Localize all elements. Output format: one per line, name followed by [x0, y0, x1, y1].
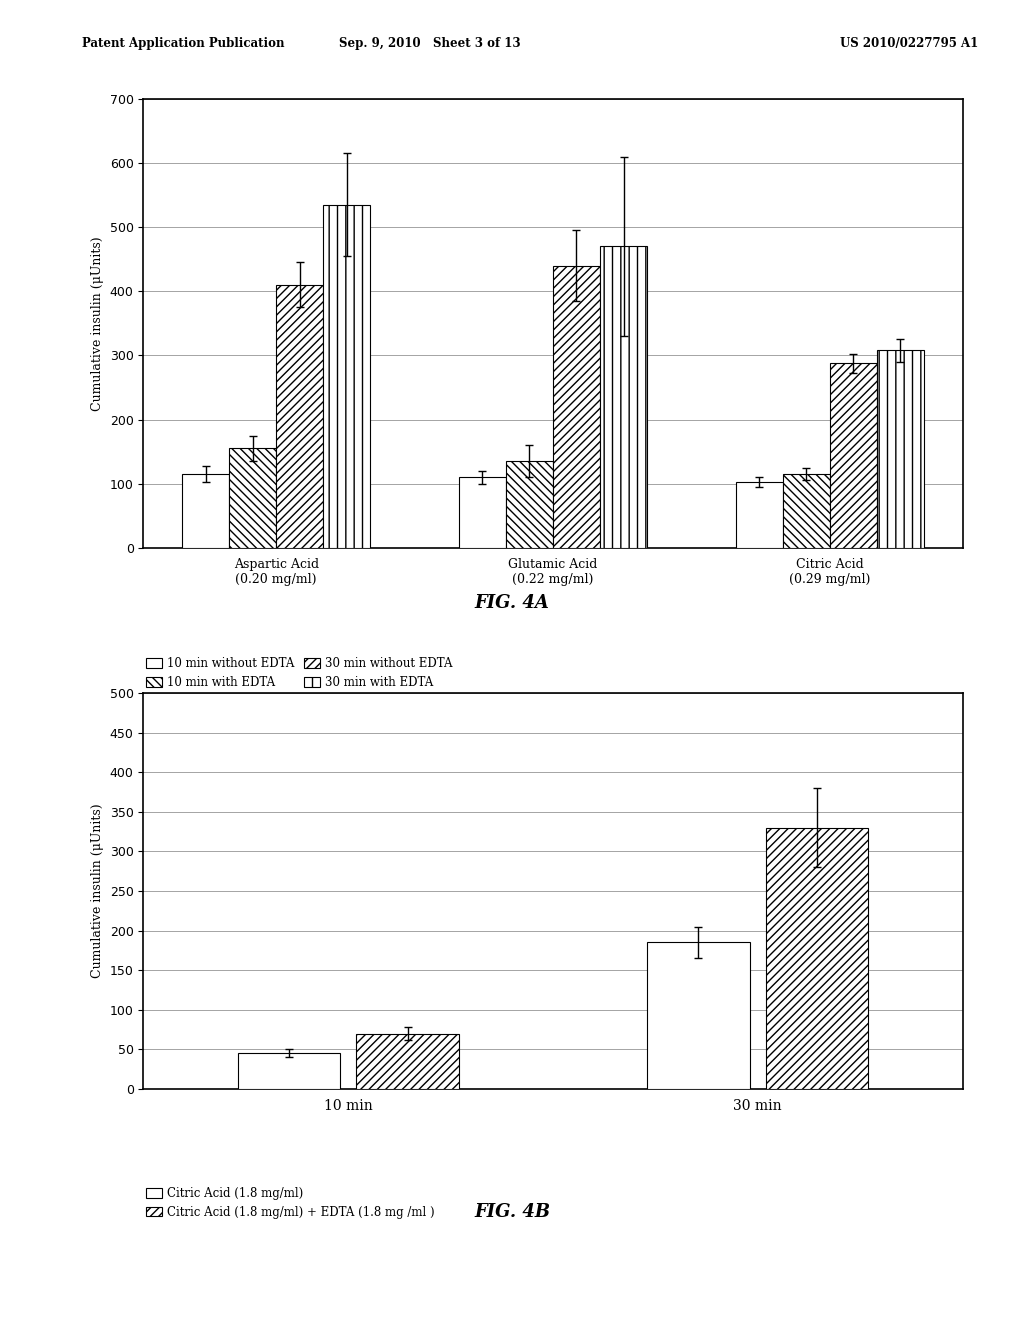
Bar	[766, 828, 868, 1089]
Text: Sep. 9, 2010   Sheet 3 of 13: Sep. 9, 2010 Sheet 3 of 13	[339, 37, 521, 50]
Bar	[735, 482, 782, 548]
Bar	[877, 350, 924, 548]
Bar	[182, 474, 229, 548]
Bar	[647, 942, 750, 1089]
Bar	[324, 205, 371, 548]
Text: FIG. 4A: FIG. 4A	[474, 594, 550, 612]
Bar	[229, 449, 276, 548]
Text: US 2010/0227795 A1: US 2010/0227795 A1	[840, 37, 978, 50]
Legend: 10 min without EDTA, 10 min with EDTA, 30 min without EDTA, 30 min with EDTA: 10 min without EDTA, 10 min with EDTA, 3…	[141, 652, 458, 694]
Bar	[238, 1053, 340, 1089]
Bar	[600, 247, 647, 548]
Bar	[459, 478, 506, 548]
Text: Patent Application Publication: Patent Application Publication	[82, 37, 285, 50]
Bar	[782, 474, 829, 548]
Y-axis label: Cumulative insulin (μUnits): Cumulative insulin (μUnits)	[91, 804, 104, 978]
Bar	[276, 285, 324, 548]
Bar	[356, 1034, 459, 1089]
Legend: Citric Acid (1.8 mg/ml), Citric Acid (1.8 mg/ml) + EDTA (1.8 mg /ml ): Citric Acid (1.8 mg/ml), Citric Acid (1.…	[141, 1181, 439, 1224]
Bar	[553, 265, 600, 548]
Bar	[829, 363, 877, 548]
Bar	[506, 461, 553, 548]
Y-axis label: Cumulative insulin (μUnits): Cumulative insulin (μUnits)	[91, 236, 104, 411]
Text: FIG. 4B: FIG. 4B	[474, 1203, 550, 1221]
